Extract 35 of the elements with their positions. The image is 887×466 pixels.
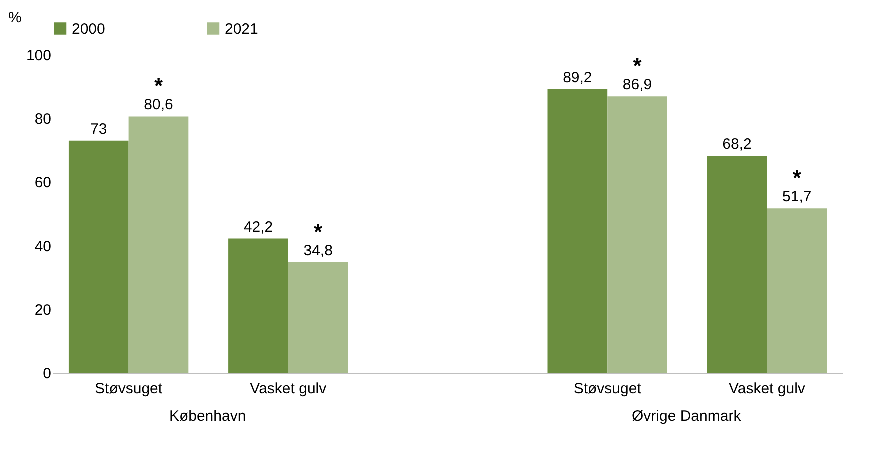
x-tick-label: Støvsuget [574, 380, 642, 398]
bar [68, 140, 129, 373]
annotation: * [314, 219, 324, 244]
bar [548, 89, 608, 373]
bar [767, 208, 828, 373]
x-tick-label: Vasket gulv [728, 380, 806, 398]
data-label: 80,6 [144, 96, 174, 114]
legend-label: 2021 [225, 20, 258, 38]
y-tick-label: 80 [34, 111, 52, 128]
y-tick-label: 60 [34, 174, 52, 192]
data-label: 89,2 [563, 69, 592, 86]
annotation: * [154, 74, 164, 99]
data-label: 51,7 [782, 188, 812, 206]
bar [288, 262, 348, 373]
data-label: 34,8 [304, 242, 333, 260]
y-tick-label: 0 [43, 366, 52, 382]
text: København [169, 408, 246, 425]
x-tick-label: Støvsuget [95, 380, 164, 398]
bar [707, 156, 768, 373]
data-label: 86,9 [622, 76, 652, 94]
bar [228, 238, 288, 373]
y-tick-label: 100 [26, 48, 52, 64]
y-tick-label: 20 [34, 302, 52, 319]
bar [608, 96, 668, 373]
annotation: * [792, 166, 802, 191]
data-label: 73 [90, 120, 108, 138]
text: Øvrige Danmark [632, 408, 742, 425]
x-tick-label: Vasket gulv [250, 380, 328, 398]
annotation: * [633, 54, 642, 79]
data-label: 68,2 [722, 136, 752, 154]
bar [128, 116, 189, 373]
y-tick-label: 40 [34, 238, 52, 256]
y-axis-title: % [8, 10, 22, 26]
data-label: 42,2 [244, 218, 274, 236]
legend-label: 2000 [72, 20, 106, 38]
